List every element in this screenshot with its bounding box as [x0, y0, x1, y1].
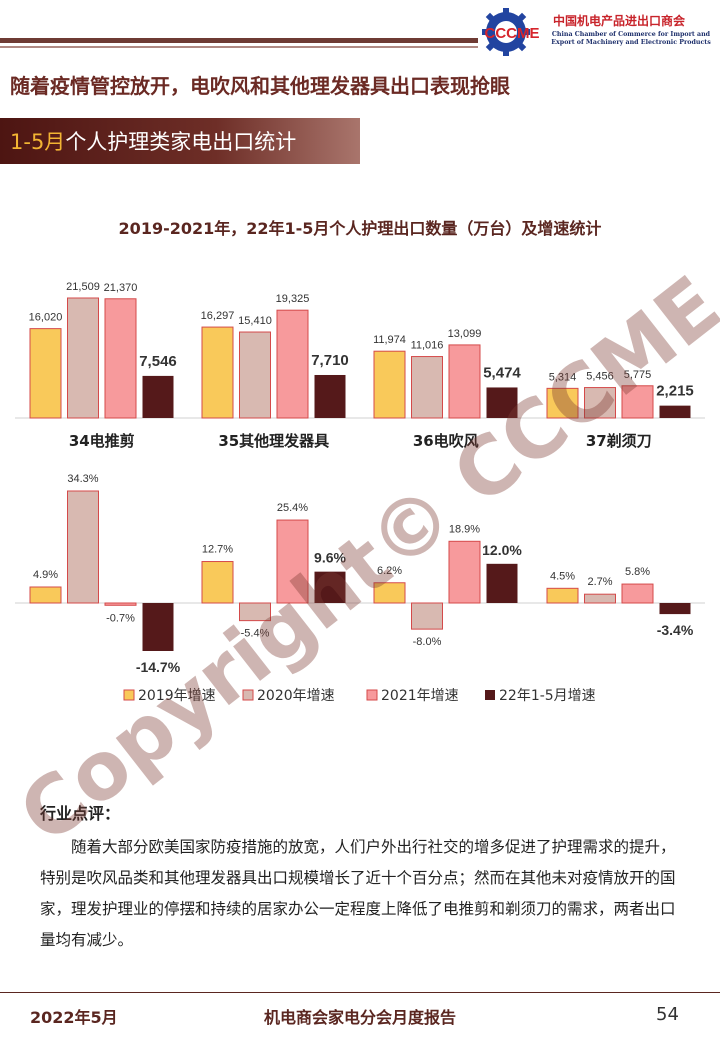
- footer-date: 2022年5月: [30, 1008, 118, 1027]
- growth-bar: [373, 582, 406, 604]
- growth-bar: [276, 519, 309, 604]
- quantity-data-label: 5,775: [624, 369, 652, 381]
- section-title-highlight: 1-5月: [10, 130, 66, 154]
- growth-data-label: 4.9%: [33, 569, 58, 581]
- growth-data-label: 5.8%: [625, 566, 650, 578]
- legend-swatch: [366, 689, 378, 701]
- cccme-logo: CCCME: [478, 6, 716, 58]
- section-title-rest: 个人护理类家电出口统计: [65, 130, 297, 154]
- quantity-bar: [276, 309, 309, 419]
- quantity-bar: [201, 326, 234, 419]
- growth-data-label: -8.0%: [413, 636, 442, 648]
- growth-bar: [201, 561, 234, 604]
- section-title: 1-5月个人护理类家电出口统计: [10, 126, 296, 156]
- growth-bar: [29, 586, 62, 604]
- quantity-bar: [659, 405, 691, 418]
- quantity-data-label: 5,474: [483, 364, 521, 381]
- legend-swatch: [485, 690, 495, 700]
- logo-name-zh: 中国机电产品进出口商会: [553, 14, 686, 28]
- logo-name-en: China Chamber of Commerce for Import and…: [551, 31, 711, 46]
- growth-bar: [104, 602, 137, 606]
- quantity-data-label: 15,410: [238, 315, 272, 327]
- quantity-data-label: 21,370: [104, 282, 138, 294]
- growth-data-label: 6.2%: [377, 565, 402, 577]
- section-title-bar: [0, 118, 360, 164]
- quantity-data-label: 21,509: [66, 281, 100, 293]
- quantity-bar: [546, 387, 579, 419]
- chart-title: 2019-2021年，22年1-5月个人护理出口数量（万台）及增速统计: [118, 219, 602, 238]
- quantity-data-label: 2,215: [656, 383, 694, 400]
- commentary-heading: 行业点评：: [40, 804, 121, 823]
- legend-label: 2021年增速: [381, 688, 459, 704]
- quantity-bar: [486, 387, 518, 418]
- quantity-bar: [67, 297, 99, 419]
- growth-data-label: 18.9%: [449, 523, 480, 535]
- quantity-data-label: 11,974: [373, 334, 406, 346]
- growth-data-label: 12.0%: [482, 542, 522, 558]
- growth-bar: [314, 571, 346, 603]
- footer-report-title: 机电商会家电分会月度报告: [263, 1008, 456, 1027]
- quantity-bar: [142, 375, 174, 418]
- legend-label: 22年1-5月增速: [499, 688, 596, 704]
- legend-swatch: [242, 689, 254, 701]
- quantity-data-label: 5,314: [549, 371, 577, 383]
- growth-bar: [67, 490, 99, 604]
- growth-data-label: -0.7%: [106, 612, 135, 624]
- growth-data-label: 4.5%: [550, 570, 575, 582]
- growth-data-label: 34.3%: [67, 473, 98, 485]
- quantity-bar: [584, 387, 616, 419]
- category-label: 34电推剪: [69, 432, 135, 450]
- growth-bar: [411, 602, 443, 630]
- quantity-data-label: 5,456: [586, 371, 614, 383]
- commentary-body: 随着大部分欧美国家防疫措施的放宽，人们户外出行社交的增多促进了护理需求的提升，特…: [40, 838, 676, 949]
- growth-bar: [546, 587, 579, 604]
- growth-bar: [239, 602, 271, 622]
- growth-bar: [486, 563, 518, 603]
- quantity-bar: [104, 298, 137, 419]
- quantity-data-label: 7,710: [311, 352, 349, 369]
- quantity-bar: [621, 385, 654, 419]
- quantity-bar: [29, 328, 62, 419]
- quantity-bar: [373, 350, 406, 419]
- page-number: 54: [656, 1004, 679, 1025]
- growth-bar: [584, 593, 616, 604]
- legend-label: 2019年增速: [138, 688, 216, 704]
- category-label: 36电吹风: [413, 432, 479, 450]
- quantity-bar: [448, 344, 481, 419]
- growth-bar: [448, 540, 481, 604]
- quantity-bar: [239, 331, 271, 419]
- growth-data-label: 9.6%: [314, 550, 346, 566]
- legend-label: 2020年增速: [257, 688, 335, 704]
- category-label: 35其他理发器具: [218, 432, 329, 450]
- quantity-data-label: 13,099: [448, 328, 482, 340]
- header-band: [0, 38, 478, 43]
- quantity-data-label: 11,016: [411, 340, 444, 352]
- quantity-data-label: 16,297: [201, 310, 235, 322]
- quantity-bar: [411, 356, 443, 419]
- quantity-data-label: 19,325: [276, 293, 310, 305]
- growth-bar: [142, 603, 174, 651]
- quantity-bar: [314, 374, 346, 418]
- growth-bar: [659, 603, 691, 615]
- quantity-data-label: 16,020: [29, 312, 63, 324]
- growth-data-label: 12.7%: [202, 544, 233, 556]
- quantity-data-label: 7,546: [139, 353, 177, 370]
- growth-data-label: 25.4%: [277, 502, 308, 514]
- growth-data-label: -14.7%: [136, 659, 181, 675]
- growth-data-label: -3.4%: [657, 622, 694, 638]
- category-label: 37剃须刀: [586, 432, 652, 450]
- growth-data-label: 2.7%: [587, 576, 612, 588]
- footer-divider: [0, 992, 720, 993]
- growth-data-label: -5.4%: [241, 628, 270, 640]
- logo-abbr: CCCME: [485, 25, 540, 42]
- gear-logo-icon: CCCME: [482, 8, 540, 56]
- header-band-thin: [0, 46, 478, 48]
- legend-swatch: [123, 689, 135, 701]
- page-headline: 随着疫情管控放开，电吹风和其他理发器具出口表现抢眼: [10, 74, 510, 98]
- growth-bar: [621, 583, 654, 604]
- export-chart: 16,020 16,297 11,974 5,314 21,509 15,410 11,01…: [15, 281, 705, 704]
